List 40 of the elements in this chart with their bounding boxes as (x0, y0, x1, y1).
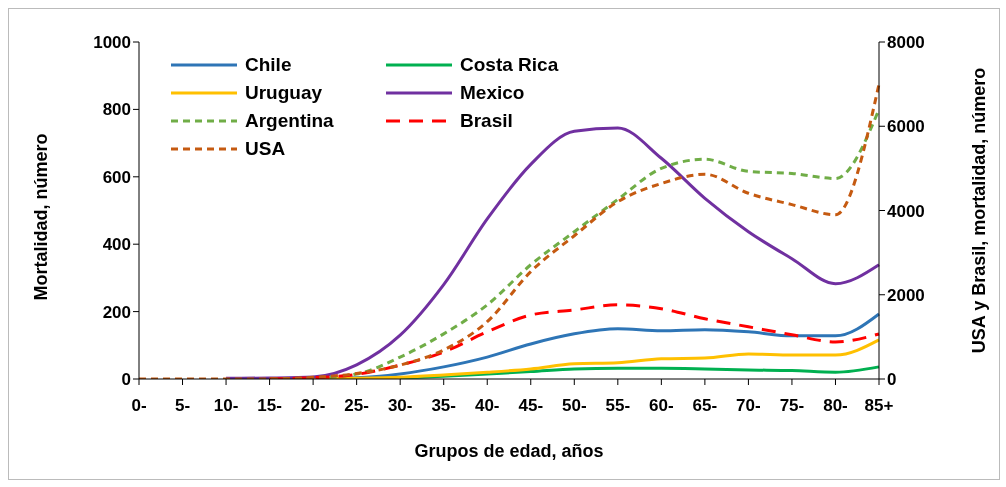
x-tick-label: 70- (736, 396, 761, 416)
x-tick-label: 20- (300, 396, 326, 416)
legend-label: Argentina (245, 110, 334, 132)
legend-label: Costa Rica (460, 54, 559, 76)
y-tick-label: 400 (102, 235, 131, 255)
y-axis-title: Mortalidad, número (31, 133, 52, 301)
legend-label: USA (245, 138, 286, 160)
legend-label: Brasil (460, 110, 513, 132)
x-tick-label: 80- (823, 396, 848, 416)
y-tick-label: 200 (102, 302, 131, 322)
x-tick-label: 25- (344, 396, 369, 416)
y-tick-label: 0 (121, 370, 131, 390)
legend-label: Uruguay (245, 82, 323, 104)
line-series (268, 303, 881, 379)
y-tick-label: 600 (102, 167, 131, 187)
x-tick-label: 60- (649, 396, 674, 416)
x-tick-label: 55- (605, 396, 631, 416)
y2-tick-label: 2000 (887, 285, 925, 305)
y-tick-label: 800 (102, 100, 131, 120)
x-tick-label: 85+ (864, 396, 894, 416)
x-tick-label: 45- (518, 396, 544, 416)
x-tick-label: 15- (257, 396, 282, 416)
y-tick-label: 1000 (93, 33, 131, 53)
x-tick-label: 5- (174, 396, 191, 416)
y2-tick-label: 8000 (887, 33, 925, 53)
x-tick-label: 0- (131, 396, 147, 416)
x-tick-label: 65- (692, 396, 718, 416)
x-tick-label: 75- (779, 396, 805, 416)
x-tick-label: 30- (387, 396, 413, 416)
x-tick-label: 40- (474, 396, 500, 416)
x-tick-label: 35- (431, 396, 456, 416)
y2-tick-label: 6000 (887, 117, 925, 137)
y2-tick-label: 0 (887, 370, 897, 390)
y2-tick-label: 4000 (887, 201, 925, 221)
legend-label: Chile (245, 54, 292, 76)
x-axis-title: Grupos de edad, años (414, 441, 604, 461)
x-tick-label: 10- (213, 396, 239, 416)
x-tick-label: 50- (562, 396, 587, 416)
legend-label: Mexico (460, 82, 525, 104)
y2-axis-title: USA y Brasil, mortalidad, número (969, 67, 990, 354)
